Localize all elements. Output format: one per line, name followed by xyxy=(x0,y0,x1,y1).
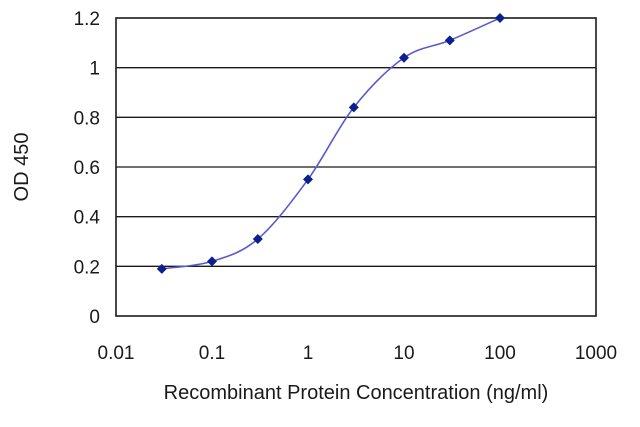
x-tick-label: 1000 xyxy=(575,343,617,364)
data-point xyxy=(303,174,313,185)
plot-frame xyxy=(115,17,597,317)
y-tick-label: 0.2 xyxy=(74,257,100,278)
x-tick-label: 10 xyxy=(393,343,414,364)
y-tick-label: 1.2 xyxy=(74,9,100,30)
x-tick-labels: 0.01 0.1 1 10 100 1000 xyxy=(98,343,618,364)
data-point xyxy=(348,102,359,113)
data-point xyxy=(495,13,505,23)
y-tick-label: 1 xyxy=(89,59,100,80)
x-tick-label: 0.1 xyxy=(199,343,225,364)
series-line xyxy=(161,17,501,270)
data-point xyxy=(444,35,455,46)
y-tick-label: 0.8 xyxy=(74,108,100,129)
y-tick-label: 0.6 xyxy=(74,158,100,179)
x-tick-label: 1 xyxy=(303,343,314,364)
y-tick-label: 0 xyxy=(89,307,100,328)
data-point xyxy=(252,234,263,245)
y-axis-title: OD 450 xyxy=(11,133,33,202)
data-point xyxy=(207,256,217,267)
data-point xyxy=(156,263,167,274)
grid-lines xyxy=(116,67,596,267)
y-tick-labels: 0 0.2 0.4 0.6 0.8 1 1.2 xyxy=(74,9,101,328)
data-points xyxy=(156,13,505,274)
data-point xyxy=(399,52,409,63)
x-tick-label: 0.01 xyxy=(98,343,135,364)
x-tick-label: 100 xyxy=(484,343,516,364)
y-tick-label: 0.4 xyxy=(74,208,101,229)
x-axis-title: Recombinant Protein Concentration (ng/ml… xyxy=(164,382,549,404)
